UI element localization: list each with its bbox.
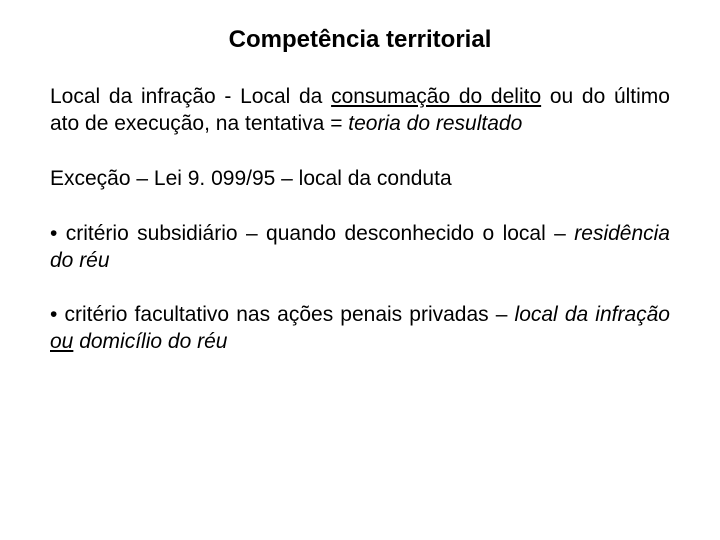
p4-italic-domicilio: domicílio do réu xyxy=(79,330,227,353)
paragraph-4: • critério facultativo nas ações penais … xyxy=(50,302,670,356)
paragraph-2: Exceção – Lei 9. 099/95 – local da condu… xyxy=(50,166,670,193)
p1-text-a: Local da infração - Local da xyxy=(50,85,331,108)
slide: Competência territorial Local da infraçã… xyxy=(0,0,720,540)
p4-italic-local: local da infração xyxy=(515,303,670,326)
p1-underline-consumacao: consumação do delito xyxy=(331,85,541,108)
paragraph-1: Local da infração - Local da consumação … xyxy=(50,84,670,138)
p4-italic-underline-ou: ou xyxy=(50,330,73,353)
slide-title: Competência territorial xyxy=(50,26,670,54)
p1-italic-teoria: teoria do resultado xyxy=(348,112,522,135)
paragraph-3: • critério subsidiário – quando desconhe… xyxy=(50,221,670,275)
p3-text-a: • critério subsidiário – quando desconhe… xyxy=(50,222,574,245)
p4-text-a: • critério facultativo nas ações penais … xyxy=(50,303,515,326)
